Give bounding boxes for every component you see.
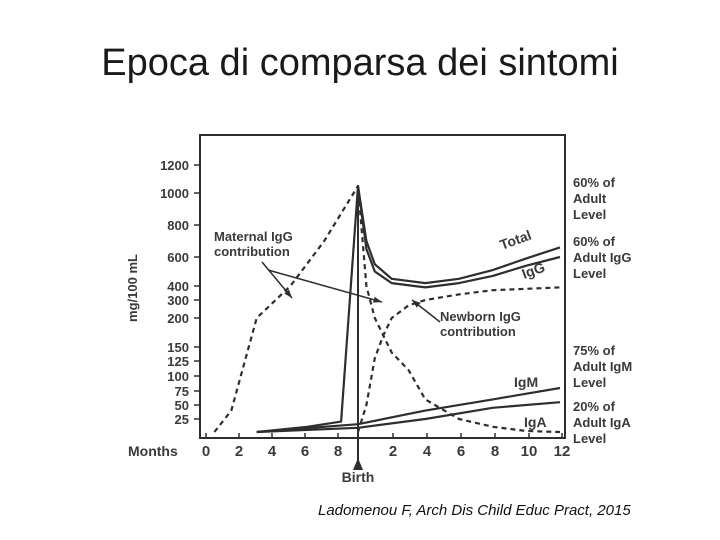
maternal-annotation: contribution: [214, 244, 290, 259]
y-tick-label: 200: [167, 311, 189, 326]
iga-end-label: 20% of: [573, 399, 616, 414]
birth-label: Birth: [342, 469, 375, 485]
igg-end-label: Level: [573, 266, 606, 281]
y-tick-label: 25: [175, 412, 189, 427]
igg-end-label: 60% of: [573, 234, 616, 249]
x-tick-label-postnatal: 4: [423, 443, 432, 460]
y-tick-label: 150: [167, 340, 189, 355]
x-tick-label-prenatal: 2: [235, 443, 243, 460]
x-axis-label: Months: [128, 443, 178, 459]
y-tick-label: 125: [167, 354, 189, 369]
x-tick-label-postnatal: 8: [491, 443, 499, 460]
y-axis-label: mg/100 mL: [125, 254, 140, 322]
y-tick-label: 1000: [160, 186, 189, 201]
total-end-label: 60% of: [573, 175, 616, 190]
curve-label-total: Total: [498, 227, 534, 253]
maternal-arrow-1-head: [284, 289, 292, 298]
y-tick-label: 1200: [160, 158, 189, 173]
x-tick-label-postnatal: 10: [521, 443, 538, 460]
curve-label-igm: IgM: [514, 374, 538, 390]
y-tick-label: 600: [167, 250, 189, 265]
y-tick-label: 50: [175, 398, 189, 413]
total-end-label: Level: [573, 207, 606, 222]
newborn-arrow-head: [412, 300, 421, 308]
igm-end-label: Level: [573, 375, 606, 390]
maternal-annotation: Maternal IgG: [214, 229, 293, 244]
x-tick-label-prenatal: 4: [268, 443, 277, 460]
series-line-maternal-igg-contribution: [213, 184, 561, 434]
y-tick-label: 75: [175, 384, 189, 399]
y-tick-label: 100: [167, 369, 189, 384]
slide-title: Epoca di comparsa dei sintomi: [101, 42, 619, 84]
iga-end-label: Level: [573, 431, 606, 446]
citation: Ladomenou F, Arch Dis Child Educ Pract, …: [318, 502, 631, 519]
x-tick-label-postnatal: 6: [457, 443, 465, 460]
x-tick-label-prenatal: 8: [334, 443, 342, 460]
plot-frame: [199, 134, 566, 439]
x-tick-label-prenatal: 0: [202, 443, 210, 460]
series-line-igg: [356, 185, 561, 289]
series-line-igm: [256, 386, 561, 434]
curve-label-iga: IgA: [524, 414, 547, 430]
iga-end-label: Adult IgA: [573, 415, 631, 430]
newborn-annotation: contribution: [440, 324, 516, 339]
igm-end-label: 75% of: [573, 343, 616, 358]
x-tick-label-postnatal: 2: [389, 443, 397, 460]
y-tick-label: 300: [167, 293, 189, 308]
birth-arrow-icon: [353, 458, 363, 470]
maternal-arrow-2-head: [373, 296, 382, 303]
y-tick-label: 400: [167, 279, 189, 294]
igg-end-label: Adult IgG: [573, 250, 632, 265]
x-tick-label-prenatal: 6: [301, 443, 309, 460]
x-tick-label-postnatal: 12: [554, 443, 571, 460]
curve-label-igg: IgG: [520, 259, 548, 282]
series-line-iga: [256, 401, 561, 434]
total-end-label: Adult: [573, 191, 607, 206]
y-tick-label: 800: [167, 218, 189, 233]
igm-end-label: Adult IgM: [573, 359, 632, 374]
series-line-total: [256, 184, 561, 434]
newborn-annotation: Newborn IgG: [440, 309, 521, 324]
maternal-arrow-2: [267, 269, 383, 303]
series-line-newborn-igg-contribution: [356, 286, 561, 433]
